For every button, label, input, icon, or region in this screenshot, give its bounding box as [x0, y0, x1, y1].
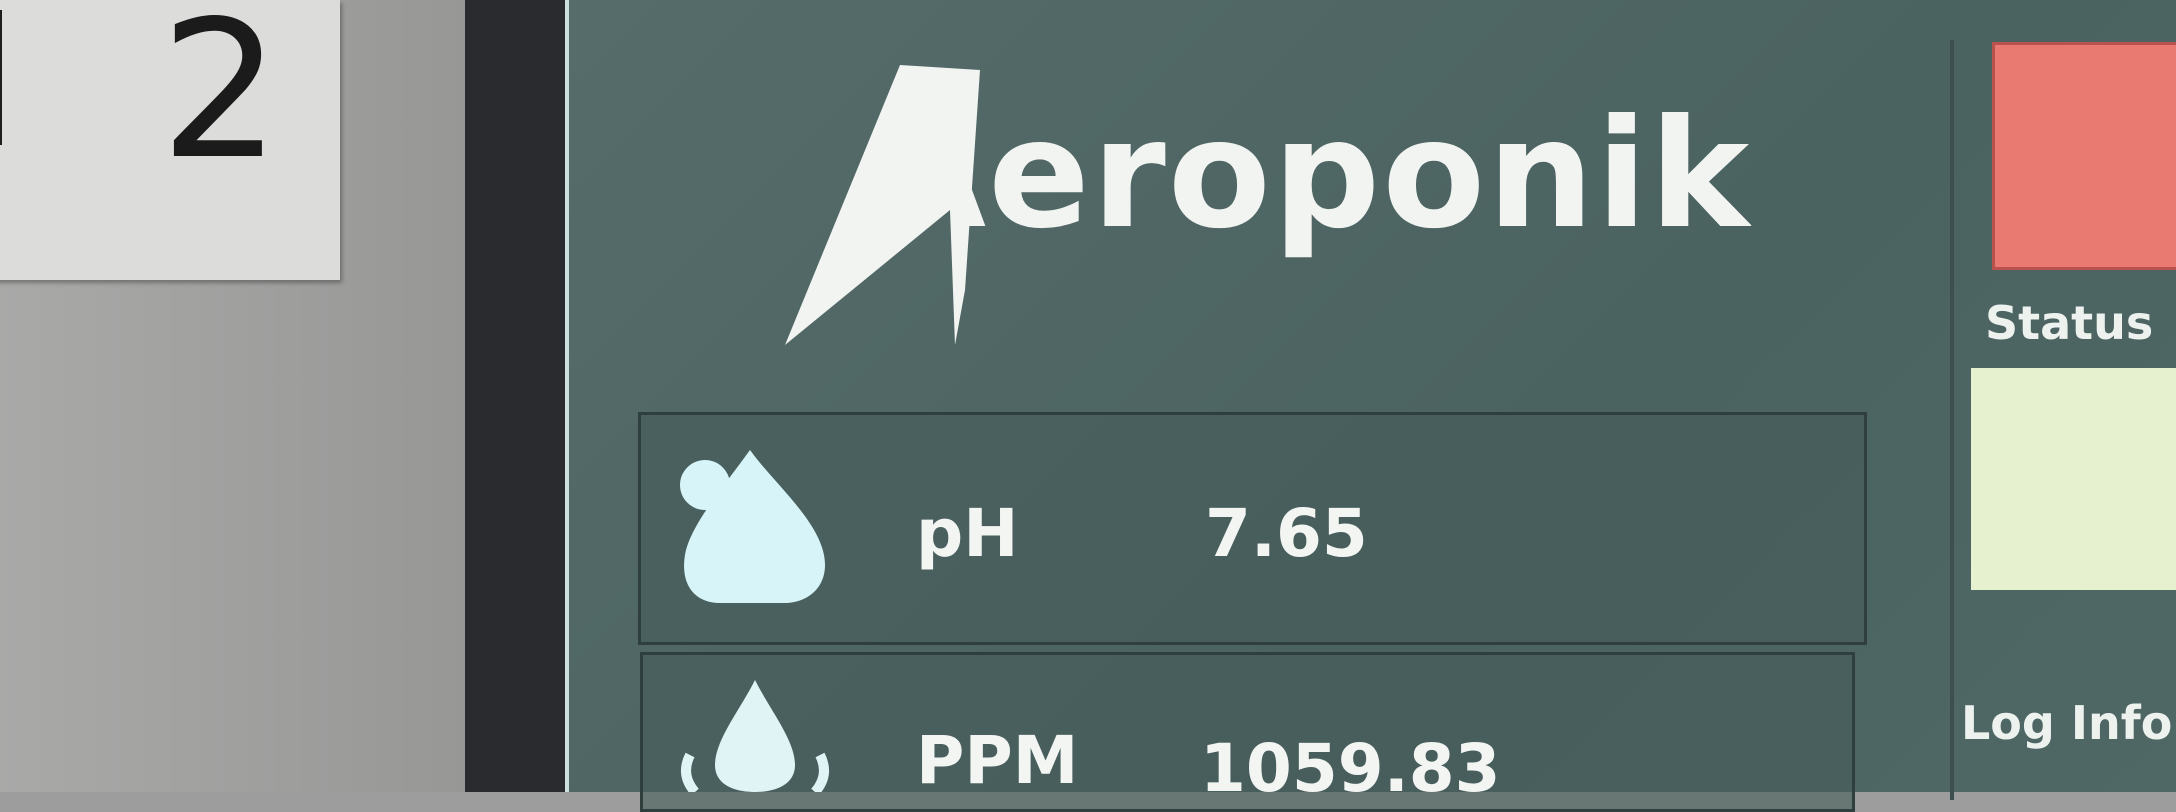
- status-indicator: [1971, 368, 2176, 590]
- reading-panel: [638, 412, 1867, 645]
- ppm-icon: [681, 680, 829, 792]
- logo-text: Aeroponik: [870, 88, 1752, 262]
- logo-mark: [785, 65, 980, 345]
- reading-label: pH: [916, 495, 1019, 572]
- reading-value: 1059.83: [1200, 730, 1501, 807]
- paper-label: 2: [160, 0, 281, 201]
- paper-sign: [0, 0, 340, 280]
- paper-mark: [0, 10, 2, 145]
- status-label: Status: [1985, 296, 2154, 350]
- ph-icon: [680, 450, 825, 603]
- reading-label: PPM: [916, 722, 1079, 799]
- divider: [1950, 40, 1954, 800]
- monitor-bezel: [465, 0, 565, 792]
- reading-value: 7.65: [1205, 495, 1368, 572]
- log-label: Log Info: [1961, 696, 2173, 750]
- alarm-indicator: [1992, 42, 2176, 270]
